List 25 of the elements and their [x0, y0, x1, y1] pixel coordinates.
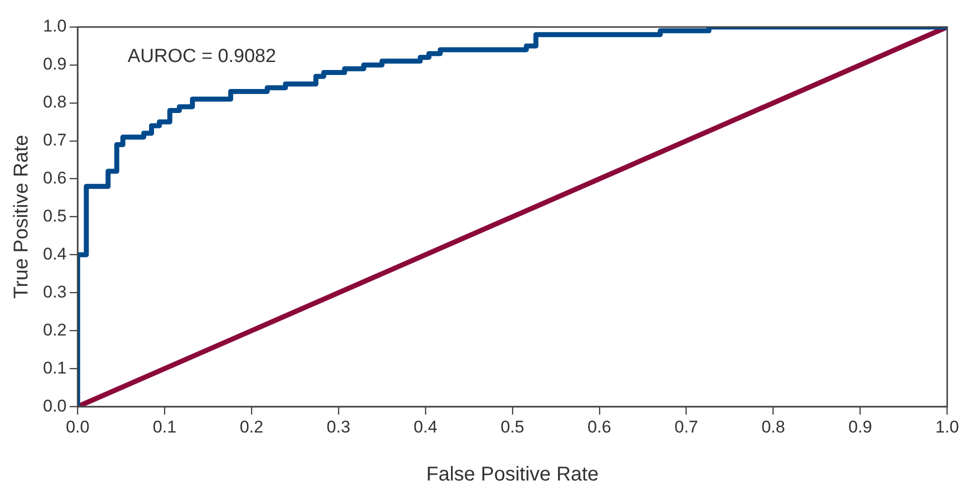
- x-tick-label: 0.4: [414, 417, 438, 436]
- y-tick-label: 0.9: [42, 54, 67, 74]
- y-tick-label: 0.5: [42, 206, 67, 226]
- y-tick-label: 0.3: [42, 282, 67, 302]
- x-tick-label: 0.8: [761, 417, 786, 436]
- y-tick-label: 0.1: [42, 358, 67, 378]
- y-tick-label: 0.7: [42, 130, 67, 150]
- y-axis-title: True Positive Rate: [10, 134, 33, 299]
- x-tick-label: 0.2: [240, 417, 264, 436]
- y-tick-label: 0.6: [42, 168, 67, 188]
- annotation: AUROC = 0.9082: [128, 46, 276, 68]
- x-tick-label: 0.0: [66, 417, 90, 436]
- x-tick-label: 0.9: [848, 417, 872, 436]
- y-tick-label: 0.8: [42, 92, 67, 112]
- x-tick-label: 0.1: [152, 417, 176, 436]
- y-tick-label: 1.0: [42, 16, 67, 36]
- x-tick-label: 0.6: [588, 417, 612, 436]
- x-tick-label: 0.3: [326, 417, 350, 436]
- x-axis-title: False Positive Rate: [426, 464, 599, 486]
- y-tick-label: 0.0: [42, 396, 67, 416]
- y-tick-label: 0.2: [42, 320, 67, 340]
- x-tick-label: 0.5: [500, 417, 524, 436]
- x-tick-label: 1.0: [935, 417, 960, 436]
- x-tick-label: 0.7: [674, 417, 698, 436]
- y-tick-label: 0.4: [42, 244, 67, 264]
